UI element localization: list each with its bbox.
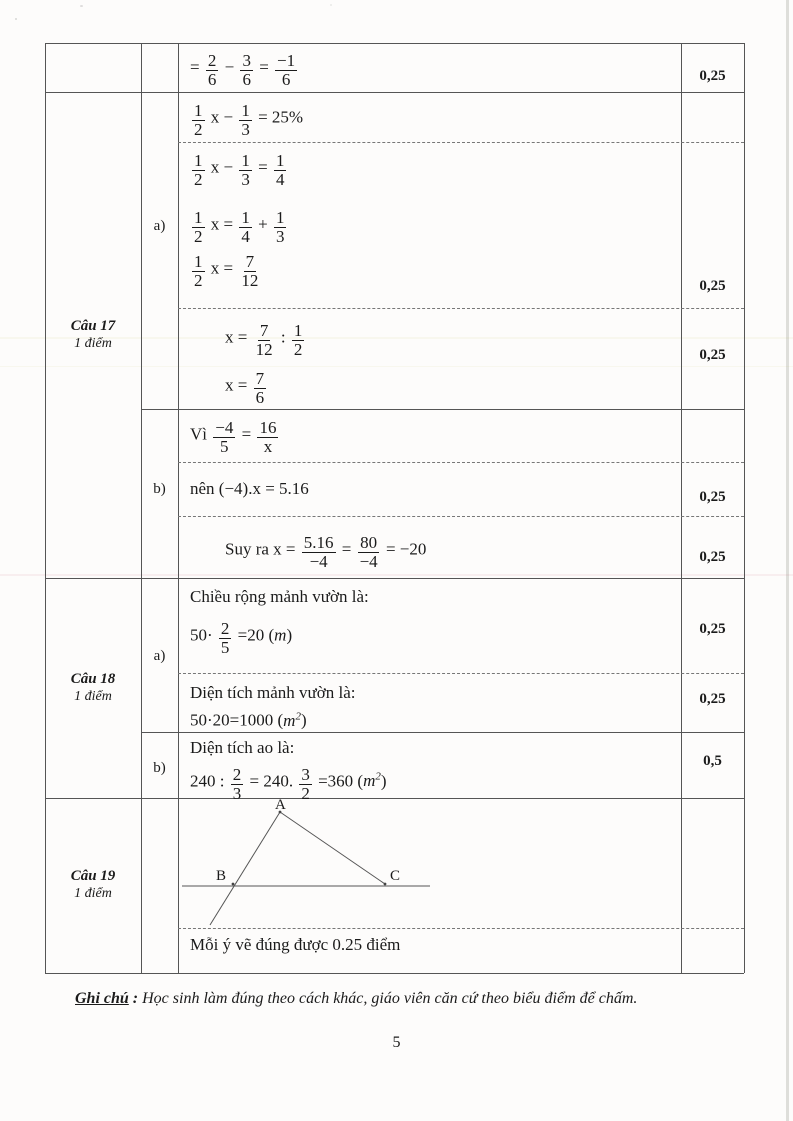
svg-text:C: C [390, 868, 400, 884]
svg-text:A: A [275, 797, 286, 813]
svg-text:B: B [216, 868, 226, 884]
